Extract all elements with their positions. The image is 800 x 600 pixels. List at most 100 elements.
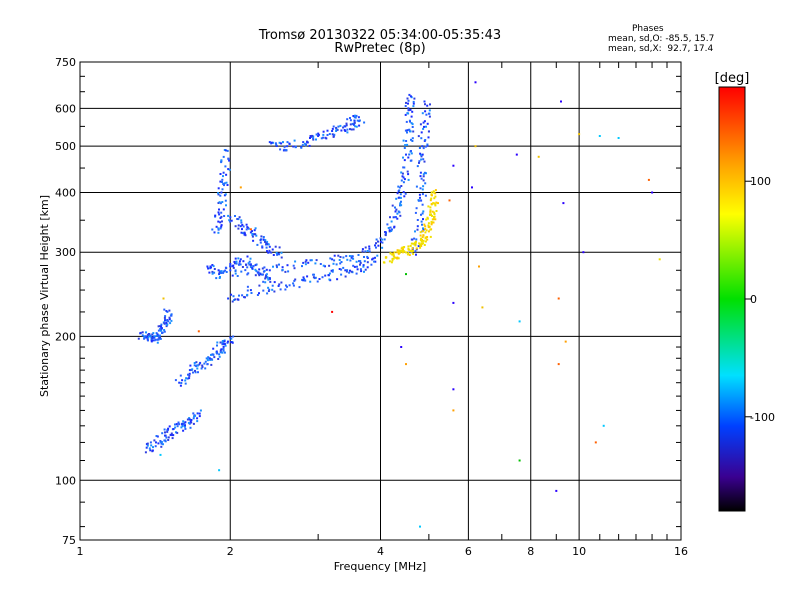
o-mode-point <box>169 433 172 436</box>
scatter-point <box>452 164 455 167</box>
x-mode-point <box>396 251 399 254</box>
o-mode-point <box>292 284 295 287</box>
o-mode-point <box>160 442 163 445</box>
o-mode-point <box>279 148 282 151</box>
o-mode-point <box>419 153 422 156</box>
o-mode-point <box>416 228 419 231</box>
o-mode-point <box>175 423 178 426</box>
x-mode-point <box>432 190 435 193</box>
o-mode-point <box>419 196 421 199</box>
x-mode-point <box>434 195 437 198</box>
o-mode-point <box>193 362 196 364</box>
o-mode-point <box>225 173 228 176</box>
o-mode-point <box>261 267 264 270</box>
o-mode-point <box>220 351 223 354</box>
x-mode-point <box>391 259 394 262</box>
o-mode-point <box>374 256 376 259</box>
o-mode-point <box>282 141 284 144</box>
o-mode-point <box>160 325 162 328</box>
x-mode-point <box>435 201 438 204</box>
o-mode-point <box>266 292 269 295</box>
x-mode-point <box>432 221 435 224</box>
o-mode-point <box>278 141 281 144</box>
o-mode-point <box>198 415 201 418</box>
x-mode-point <box>414 244 417 247</box>
o-mode-point <box>331 258 334 261</box>
colorbar-tick-label: -100 <box>750 411 775 424</box>
y-tick-label: 500 <box>55 140 76 153</box>
o-mode-point <box>398 186 401 189</box>
o-mode-point <box>199 409 202 412</box>
o-mode-point <box>278 283 281 286</box>
o-mode-point <box>339 256 342 258</box>
o-mode-point <box>320 137 323 140</box>
o-mode-point <box>214 214 217 217</box>
o-mode-point <box>247 227 250 230</box>
o-mode-point <box>275 143 278 146</box>
colorbar-tick-label: 100 <box>750 175 771 188</box>
o-mode-point <box>322 130 325 133</box>
o-mode-point <box>151 336 154 339</box>
o-mode-point <box>414 211 417 214</box>
o-mode-point <box>393 225 396 228</box>
o-mode-point <box>165 319 168 322</box>
o-mode-point <box>362 265 365 268</box>
o-mode-point <box>281 268 284 271</box>
o-mode-point <box>220 211 223 214</box>
o-mode-point <box>160 329 162 332</box>
o-mode-point <box>410 138 412 141</box>
o-mode-point <box>262 280 265 283</box>
x-mode-point <box>408 254 411 256</box>
o-mode-point <box>331 269 334 272</box>
o-mode-point <box>374 260 377 263</box>
o-mode-point <box>164 434 166 437</box>
o-mode-point <box>156 333 159 336</box>
o-mode-point <box>338 268 341 270</box>
x-mode-point <box>397 250 400 253</box>
x-mode-point <box>419 246 422 249</box>
o-mode-point <box>418 160 421 163</box>
o-mode-point <box>417 135 420 138</box>
o-mode-point <box>153 339 156 342</box>
x-mode-point <box>434 218 437 221</box>
o-mode-point <box>360 270 363 273</box>
o-mode-point <box>358 120 361 123</box>
x-mode-point <box>405 251 407 254</box>
x-mode-point <box>427 224 430 227</box>
o-mode-point <box>421 153 424 156</box>
x-mode-point <box>427 222 430 225</box>
x-axis-label: Frequency [MHz] <box>334 560 426 573</box>
o-mode-point <box>268 141 271 144</box>
colorbar: [deg] 100 0 -100 <box>715 71 775 512</box>
o-mode-point <box>238 263 240 266</box>
o-mode-point <box>403 178 406 181</box>
o-mode-point <box>346 258 349 261</box>
x-mode-point <box>411 247 414 250</box>
o-mode-point <box>222 155 225 158</box>
o-mode-point <box>217 220 220 223</box>
o-mode-point <box>212 265 215 268</box>
o-mode-point <box>163 316 166 319</box>
scatter-point <box>159 453 162 456</box>
o-mode-point <box>420 155 423 158</box>
x-mode-point <box>397 252 400 255</box>
o-mode-point <box>211 228 214 231</box>
o-mode-point <box>241 228 243 231</box>
o-mode-point <box>234 215 236 217</box>
o-mode-point <box>180 426 183 429</box>
o-mode-point <box>204 367 207 370</box>
o-mode-point <box>229 216 232 219</box>
o-mode-point <box>223 351 226 354</box>
o-mode-point <box>184 421 187 424</box>
o-mode-point <box>422 147 425 150</box>
o-mode-point <box>417 199 420 202</box>
o-mode-point <box>349 259 352 262</box>
o-mode-point <box>312 276 315 279</box>
o-mode-point <box>179 384 182 387</box>
x-mode-point <box>426 236 429 238</box>
o-mode-point <box>251 234 254 236</box>
o-mode-point <box>229 263 232 265</box>
o-mode-point <box>405 120 408 123</box>
o-mode-point <box>223 270 225 273</box>
o-mode-point <box>220 191 223 194</box>
